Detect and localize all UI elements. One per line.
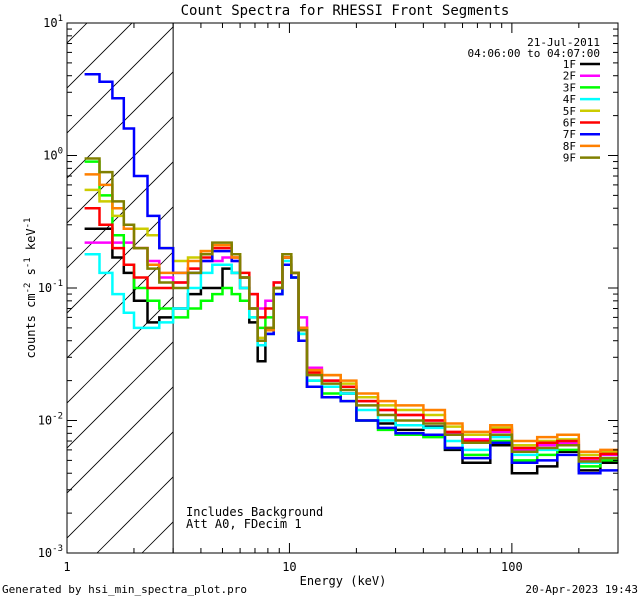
hatch-line [67, 431, 174, 539]
legend-label-1F: 1F [563, 58, 576, 71]
legend-label-2F: 2F [563, 70, 576, 83]
series-line-7F [84, 73, 618, 475]
background-shaded-region [0, 0, 174, 553]
legend-label-8F: 8F [563, 140, 576, 153]
x-axis-label: Energy (keV) [300, 574, 387, 588]
legend-label-3F: 3F [563, 81, 576, 94]
footer-generated-by: Generated by hsi_min_spectra_plot.pro [2, 583, 247, 596]
series-line-6F [84, 206, 618, 460]
legend-label-9F: 9F [563, 152, 576, 165]
legend-label-7F: 7F [563, 128, 576, 141]
hatch-line [67, 341, 174, 449]
hatch-line [67, 251, 174, 359]
series-line-2F [84, 241, 618, 462]
y-tick-label: 100 [43, 147, 63, 163]
legend-label-6F: 6F [563, 117, 576, 130]
hatch-line [67, 23, 133, 89]
hatch-line [96, 476, 174, 553]
annotation-attenuator: Att A0, FDecim 1 [186, 517, 302, 531]
y-tick-label: 10-2 [38, 412, 63, 428]
hatch-line [67, 206, 174, 314]
hatch-line [67, 386, 174, 494]
series-line-9F [84, 157, 618, 463]
y-tick-label: 10-3 [38, 544, 63, 560]
legend-label-4F: 4F [563, 93, 576, 106]
series-line-8F [84, 173, 618, 454]
hatch-line [67, 26, 174, 134]
x-tick-label: 10 [282, 560, 296, 574]
legend-label-5F: 5F [563, 105, 576, 118]
legend-date: 21-Jul-2011 [527, 36, 600, 49]
series-line-4F [84, 252, 618, 464]
legend-time-range: 04:06:00 to 04:07:00 [468, 47, 600, 60]
series-line-3F [84, 160, 618, 468]
hatch-line [0, 0, 27, 553]
y-tick-label: 101 [43, 14, 63, 30]
x-tick-label: 1 [63, 560, 70, 574]
y-tick-label: 10-1 [38, 279, 63, 295]
y-axis-label: counts cm-2 s-1 keV-1 [23, 218, 38, 359]
footer-date: 20-Apr-2023 19:43 [525, 583, 638, 596]
chart-title: Count Spectra for RHESSI Front Segments [181, 3, 510, 19]
hatch-line [67, 71, 174, 179]
x-tick-label: 100 [501, 560, 523, 574]
annotation-background: Includes Background [186, 505, 323, 519]
